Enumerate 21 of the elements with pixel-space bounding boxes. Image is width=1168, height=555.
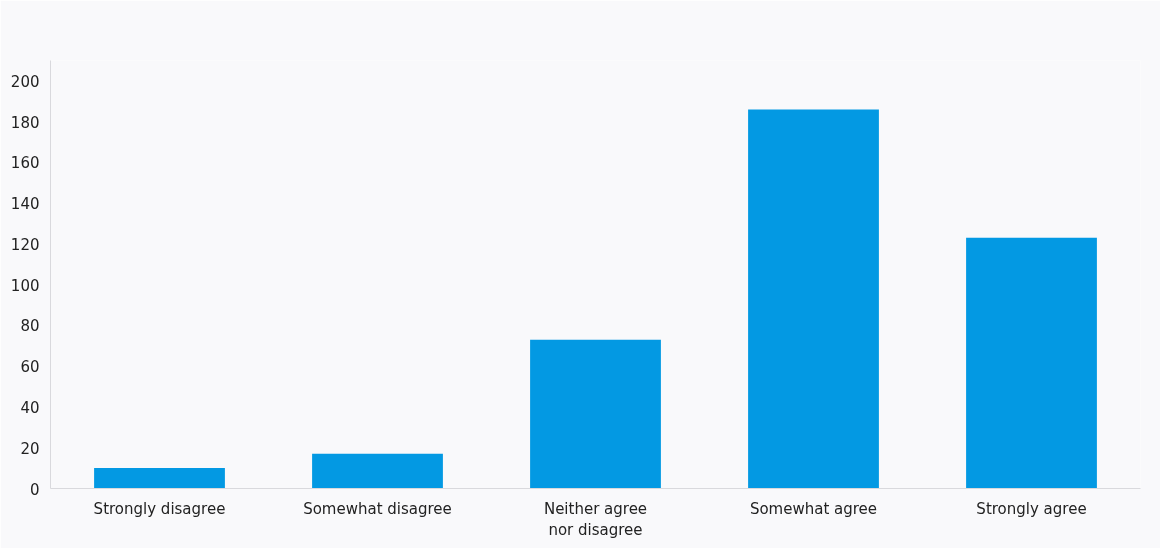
x-tick-label: Neither agree nor disagree	[543, 499, 648, 540]
y-tick-label: 140	[10, 195, 40, 214]
bar	[530, 339, 661, 489]
y-tick-label: 120	[10, 235, 40, 254]
y-tick-label: 200	[10, 72, 40, 91]
y-tick-label: 0	[29, 480, 40, 499]
x-tick-label: Somewhat agree	[749, 499, 878, 518]
bar	[94, 468, 225, 489]
x-tick-label: Strongly agree	[976, 499, 1087, 518]
y-tick-label: 180	[10, 113, 40, 132]
y-tick-label: 100	[10, 276, 40, 295]
y-tick-label: 20	[20, 439, 40, 458]
bar	[748, 109, 879, 489]
bar	[966, 237, 1097, 489]
x-tick-label: Strongly disagree	[93, 499, 226, 518]
bar	[312, 453, 443, 489]
y-tick-label: 160	[10, 154, 40, 173]
y-tick-label: 40	[20, 398, 40, 417]
y-tick-label: 60	[20, 358, 40, 377]
x-tick-label: Somewhat disagree	[303, 499, 452, 518]
y-tick-label: 80	[20, 317, 40, 336]
